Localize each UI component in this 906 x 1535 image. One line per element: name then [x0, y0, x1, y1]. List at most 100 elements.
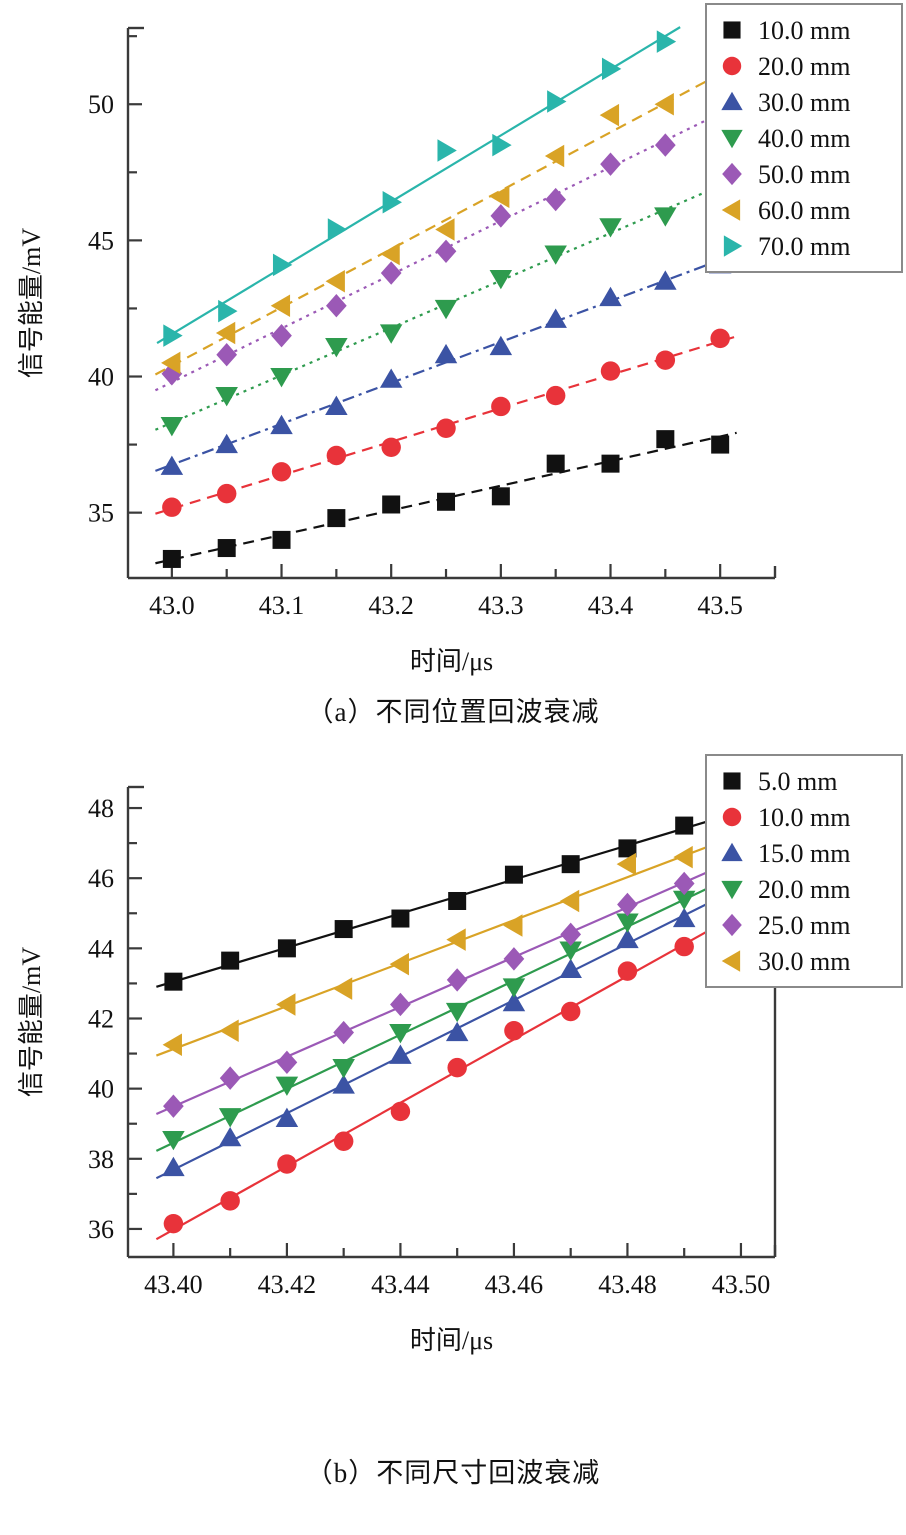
data-point-marker [721, 199, 741, 221]
x-tick-label: 43.44 [371, 1270, 430, 1299]
series-2 [155, 902, 759, 1241]
legend-item-label: 20.0 mm [758, 52, 850, 81]
x-tick-label: 43.42 [258, 1270, 317, 1299]
trend-line [154, 64, 738, 376]
x-tick-label: 43.3 [478, 591, 524, 620]
x-tick-label: 43.46 [485, 1270, 544, 1299]
x-tick-label: 43.1 [259, 591, 305, 620]
y-axis-title: 信号能量/mV [17, 947, 46, 1097]
legend-item[interactable]: 5.0 mm [723, 767, 837, 796]
data-point-marker [435, 239, 457, 263]
data-point-marker [276, 993, 296, 1016]
y-axis-title: 信号能量/mV [17, 228, 46, 378]
data-point-marker [277, 1154, 297, 1174]
data-point-marker [162, 1156, 185, 1177]
data-point-marker [654, 270, 677, 290]
legend-item[interactable]: 60.0 mm [721, 196, 851, 225]
y-tick-label: 40 [88, 363, 114, 392]
legend-item[interactable]: 15.0 mm [721, 839, 850, 868]
data-point-marker [390, 1101, 411, 1122]
data-point-marker [655, 350, 676, 370]
legend-item[interactable]: 30.0 mm [721, 947, 851, 976]
legend-item[interactable]: 70.0 mm [723, 232, 851, 261]
data-point-marker [327, 218, 348, 241]
panel-b-plot-area: 36 38 40 42 44 46 48 43.40 43.42 43.44 43.46 43.48 4… [0, 747, 906, 1447]
y-ticks: 35 40 45 50 [88, 35, 142, 528]
panel-a-figure: 35 40 45 50 43.0 43.1 43.2 43.3 43.4 43.5 时间/μs 信号能… [0, 0, 906, 729]
x-axis-title: 时间/μs [410, 647, 493, 676]
data-point-marker [503, 914, 523, 937]
panel-b-figure: 36 38 40 42 44 46 48 43.40 43.42 43.44 43.46 43.48 4… [0, 747, 906, 1490]
x-ticks: 43.0 43.1 43.2 43.3 43.4 43.5 [149, 564, 743, 620]
series-4 [154, 177, 738, 437]
data-point-marker [163, 1094, 184, 1118]
data-point-marker [270, 294, 291, 317]
legend-item[interactable]: 40.0 mm [721, 124, 850, 153]
y-tick-label: 45 [88, 226, 114, 255]
data-point-marker [162, 497, 182, 517]
data-point-marker [674, 936, 694, 957]
legend-item[interactable]: 10.0 mm [723, 16, 850, 45]
data-point-marker [721, 91, 743, 111]
data-point-marker [379, 368, 403, 388]
panel-a-plot-area: 35 40 45 50 43.0 43.1 43.2 43.3 43.4 43.5 时间/μs 信号能… [0, 0, 906, 690]
y-tick-label: 40 [88, 1075, 114, 1104]
legend-item[interactable]: 20.0 mm [721, 875, 850, 904]
legend-item-label: 70.0 mm [758, 232, 850, 261]
data-point-marker [162, 549, 181, 568]
data-point-marker [162, 1130, 185, 1151]
data-point-marker [721, 842, 743, 862]
data-point-marker [160, 416, 184, 437]
legend-item[interactable]: 25.0 mm [722, 911, 850, 940]
data-point-marker [546, 454, 565, 473]
data-point-marker [721, 950, 741, 972]
series-6 [155, 826, 759, 1057]
series-7 [156, 26, 681, 347]
data-point-marker [164, 972, 183, 991]
data-point-marker [599, 103, 620, 127]
legend-item[interactable]: 20.0 mm [722, 52, 851, 81]
data-point-marker [722, 56, 742, 76]
y-tick-label: 38 [88, 1145, 114, 1174]
series-1 [155, 430, 737, 568]
data-point-marker [710, 328, 730, 349]
panel-a-caption: （a）不同位置回波衰减 [306, 697, 600, 727]
data-point-marker [601, 57, 622, 81]
data-point-marker [445, 1002, 469, 1023]
data-point-marker [333, 1131, 354, 1151]
data-point-marker [544, 144, 565, 168]
data-point-marker [672, 907, 696, 928]
data-point-marker [544, 308, 567, 328]
legend-box [705, 754, 903, 988]
data-point-marker [654, 92, 674, 116]
legend-item[interactable]: 50.0 mm [722, 160, 850, 189]
data-point-marker [271, 462, 292, 482]
data-point-marker [722, 807, 742, 827]
y-tick-label: 50 [88, 90, 114, 119]
data-point-marker [448, 891, 467, 910]
legend-item-label: 10.0 mm [758, 803, 850, 832]
data-point-marker [325, 269, 345, 293]
data-point-marker [654, 133, 676, 157]
data-point-marker [382, 191, 402, 214]
data-point-marker [163, 1213, 184, 1234]
data-point-marker [435, 218, 455, 241]
x-tick-label: 43.2 [368, 591, 414, 620]
legend: 10.0 mm 20.0 mm 30.0 mm 40.0 mm 50.0 mm 60.0 … [705, 3, 903, 273]
legend-item[interactable]: 30.0 mm [721, 88, 850, 117]
data-point-marker [277, 939, 296, 958]
legend-item[interactable]: 10.0 mm [722, 803, 851, 832]
x-ticks: 43.40 43.42 43.44 43.46 43.48 43.50 [144, 1243, 770, 1299]
data-point-marker [275, 1107, 299, 1128]
legend-item-label: 25.0 mm [758, 911, 850, 940]
data-point-marker [434, 299, 458, 320]
data-point-marker [616, 928, 639, 949]
y-tick-label: 35 [88, 499, 114, 528]
data-point-marker [380, 242, 400, 266]
data-point-marker [270, 414, 293, 435]
y-tick-label: 48 [88, 794, 114, 823]
data-point-marker [617, 892, 638, 917]
data-point-marker [489, 335, 513, 356]
data-point-marker [445, 1021, 469, 1042]
